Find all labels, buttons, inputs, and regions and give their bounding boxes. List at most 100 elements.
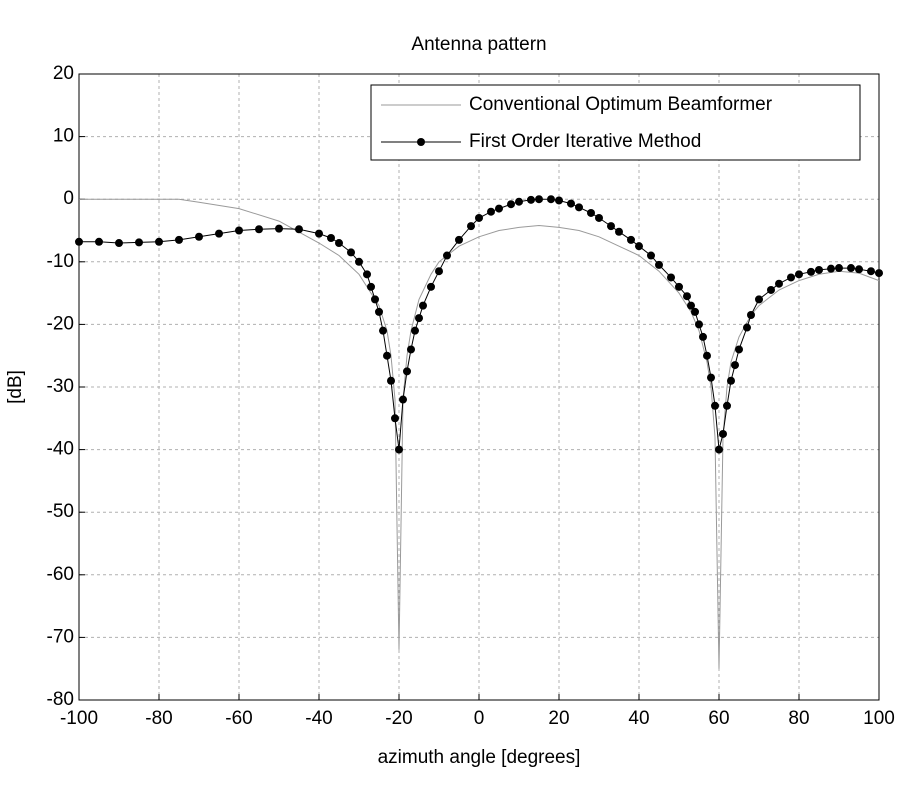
point [155, 237, 163, 246]
point [775, 279, 783, 288]
point [711, 401, 719, 410]
point [415, 314, 423, 323]
point [655, 260, 663, 269]
point [443, 251, 451, 260]
point [807, 267, 815, 276]
point [435, 267, 443, 276]
point [695, 320, 703, 329]
point [515, 197, 523, 206]
y-tick-label: -60 [47, 564, 74, 585]
point [295, 225, 303, 234]
point [703, 351, 711, 360]
point [215, 229, 223, 238]
point [235, 226, 243, 235]
point [615, 227, 623, 236]
point [175, 235, 183, 244]
point [315, 229, 323, 238]
point [731, 361, 739, 370]
point [547, 195, 555, 204]
point [747, 311, 755, 320]
y-tick-label: -50 [47, 501, 74, 522]
y-axis-label: [dB] [5, 370, 26, 404]
y-tick-label: -10 [47, 251, 74, 272]
point [567, 199, 575, 208]
legend-box [370, 84, 861, 161]
point [815, 265, 823, 274]
point [535, 195, 543, 204]
point [587, 208, 595, 217]
point [495, 204, 503, 213]
point [75, 237, 83, 246]
point [327, 234, 335, 243]
legend-label: Conventional Optimum Beamformer [469, 94, 773, 115]
x-tick-label: 0 [474, 708, 485, 729]
point [727, 376, 735, 385]
point [391, 414, 399, 423]
point [275, 224, 283, 233]
point [135, 238, 143, 247]
point [347, 248, 355, 257]
point [723, 401, 731, 410]
point [847, 264, 855, 273]
chart-title: Antenna pattern [411, 34, 546, 55]
point [687, 301, 695, 310]
x-axis-label: azimuth angle [degrees] [378, 747, 581, 768]
point [755, 295, 763, 304]
y-tick-label: -70 [47, 626, 74, 647]
x-tick-label: -100 [60, 708, 98, 729]
point [195, 232, 203, 241]
point [375, 307, 383, 316]
point [667, 273, 675, 282]
legend-marker [417, 138, 425, 146]
point [95, 237, 103, 246]
x-tick-label: -20 [385, 708, 412, 729]
point [675, 282, 683, 291]
point [867, 267, 875, 276]
point [635, 242, 643, 251]
point [115, 239, 123, 248]
y-tick-label: -40 [47, 439, 74, 460]
point [627, 235, 635, 244]
point [827, 264, 835, 273]
point [383, 351, 391, 360]
x-tick-label: -40 [305, 708, 332, 729]
x-tick-label: 60 [708, 708, 729, 729]
point [487, 207, 495, 216]
series-line [79, 198, 880, 669]
x-tick-label: 80 [788, 708, 809, 729]
point [367, 282, 375, 291]
point [855, 265, 863, 274]
y-tick-label: -80 [47, 689, 74, 710]
point [691, 307, 699, 316]
x-tick-label: 40 [628, 708, 649, 729]
point [335, 239, 343, 248]
point [795, 270, 803, 279]
point [427, 282, 435, 291]
point [607, 222, 615, 231]
point [647, 251, 655, 260]
point [683, 292, 691, 301]
point [363, 270, 371, 279]
point [255, 225, 263, 234]
plot-frame [78, 73, 880, 701]
point [699, 332, 707, 341]
point [371, 295, 379, 304]
y-tick-label: 10 [53, 126, 74, 147]
point [411, 326, 419, 335]
point [407, 345, 415, 354]
point [715, 445, 723, 454]
point [387, 376, 395, 385]
point [379, 326, 387, 335]
point [467, 222, 475, 231]
point [835, 264, 843, 273]
y-tick-label: -20 [47, 313, 74, 334]
point [399, 395, 407, 404]
point [395, 445, 403, 454]
x-tick-label: -80 [145, 708, 172, 729]
point [355, 257, 363, 266]
y-tick-label: 20 [53, 63, 74, 84]
point [595, 213, 603, 222]
point [787, 273, 795, 282]
point [555, 196, 563, 205]
